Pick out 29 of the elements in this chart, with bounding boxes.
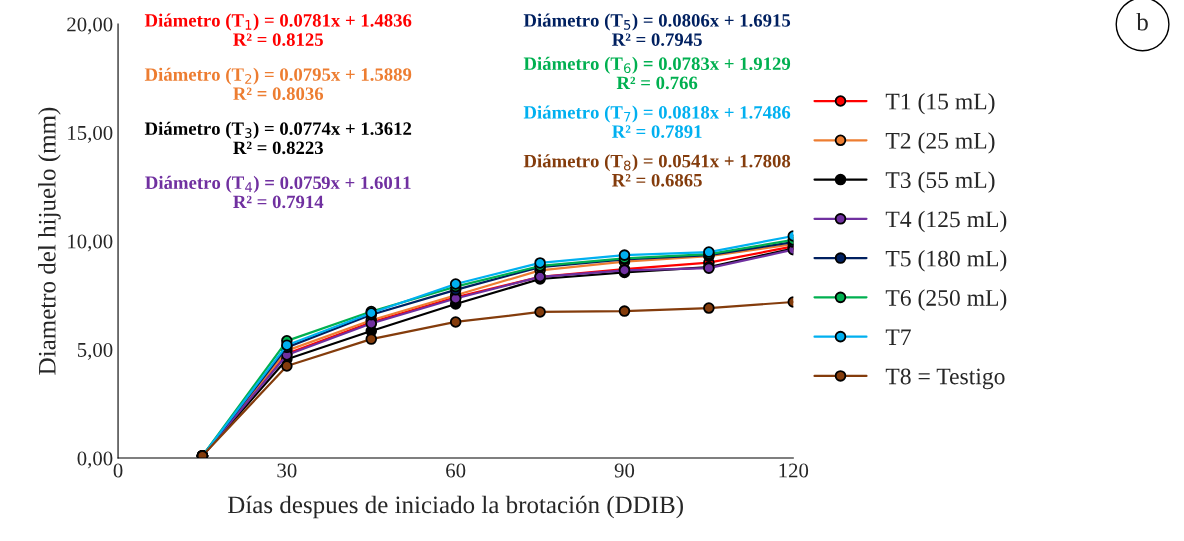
legend-label: T2 (25 mL) <box>885 132 995 154</box>
legend-label: T1 (15 mL) <box>885 92 995 115</box>
y-tick-label: 15,00 <box>68 125 113 143</box>
x-tick-label: 0 <box>113 463 123 478</box>
annotation: Diámetro (T$_{7}$) = 0.0818x + 1.7486 R² = 0.7891 <box>523 105 791 138</box>
annotation: Diámetro (T$_{5}$) = 0.0806x + 1.6915 R² = 0.7945 <box>523 13 791 46</box>
y-tick-label: 0,00 <box>77 451 113 469</box>
legend-label: T4 (125 mL) <box>885 210 1007 233</box>
y-tick-label: 10,00 <box>68 234 113 252</box>
legend-label: T5 (180 mL) <box>885 249 1007 272</box>
annotation: Diámetro (T$_{6}$) = 0.0783x + 1.9129 R² = 0.766 <box>523 56 791 90</box>
x-tick-label: 120 <box>779 463 809 478</box>
text: b <box>1136 13 1148 31</box>
annotation: Diámetro (T$_{1}$) = 0.0781x + 1.4836 R² = 0.8125 <box>144 13 412 46</box>
x-tick-label: 90 <box>614 463 635 478</box>
x-tick-label: 30 <box>277 463 297 478</box>
y-tick-label: 5,00 <box>77 342 113 360</box>
y-axis-title: Diametro del hijuelo (mm) <box>38 107 61 375</box>
legend-label: T3 (55 mL) <box>885 171 995 193</box>
legend-label: T8 = Testigo <box>885 368 1005 390</box>
annotation: Diámetro (T$_{8}$) = 0.0541x + 1.7808 R² = 0.6865 <box>523 154 791 187</box>
annotation: Diámetro (T$_{3}$) = 0.0774x + 1.3612 R² = 0.8223 <box>144 121 412 155</box>
x-axis-title: Días despues de iniciado la brotación (DDIB) <box>227 495 683 519</box>
legend-label: T7 <box>885 329 911 345</box>
legend-label: T6 (250 mL) <box>885 289 1007 311</box>
x-tick-label: 60 <box>446 463 466 478</box>
y-tick-label: 20,00 <box>67 17 113 35</box>
annotation: Diámetro (T$_{4}$) = 0.0759x + 1.6011 R² = 0.7914 <box>145 175 411 209</box>
annotation: Diámetro (T$_{2}$) = 0.0795x + 1.5889 R² = 0.8036 <box>144 67 412 101</box>
